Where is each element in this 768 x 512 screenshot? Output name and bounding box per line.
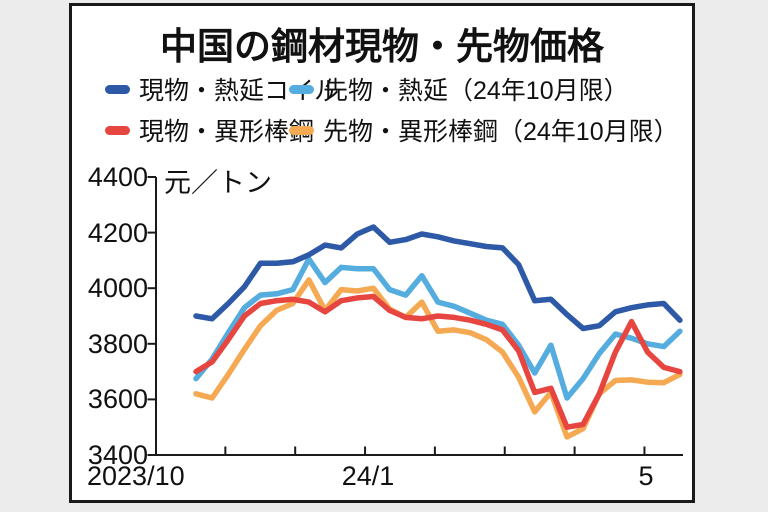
y-axis-label: 3400 [87, 440, 148, 470]
series-line-2 [193, 293, 683, 430]
legend-swatch-spot-rebar [105, 125, 130, 135]
legend-label-futures-rebar: 先物・異形棒鋼（24年10月限） [323, 118, 679, 146]
chart-card: 中国の鋼材現物・先物価格 現物・熱延コイル 先物・熱延（24年10月限） 現物・… [69, 3, 695, 503]
legend-label-spot-rebar: 現物・異形棒鋼 [139, 118, 315, 146]
legend-label-futures-hrc: 先物・熱延（24年10月限） [323, 77, 629, 105]
legend-swatch-futures-hrc [289, 84, 314, 94]
series-line-0 [193, 224, 683, 332]
legend-item-futures-rebar: 先物・異形棒鋼（24年10月限） [289, 112, 679, 148]
x-axis-label-5: 5 [638, 461, 654, 491]
y-axis-label: 4200 [87, 217, 148, 248]
series-line-1 [193, 256, 683, 401]
y-axis-label: 4000 [87, 273, 148, 304]
y-axis-unit-label: 元／トン [164, 168, 272, 198]
legend-swatch-spot-hrc [105, 84, 130, 94]
x-axis-label-24-1: 24/1 [341, 461, 395, 491]
y-axis-label: 3800 [87, 328, 148, 359]
legend-item-futures-hrc: 先物・熱延（24年10月限） [289, 71, 629, 107]
legend-row-1: 現物・熱延コイル 先物・熱延（24年10月限） [105, 73, 688, 105]
legend-row-2: 現物・異形棒鋼 先物・異形棒鋼（24年10月限） [105, 114, 688, 146]
legend-item-spot-rebar: 現物・異形棒鋼 [105, 112, 314, 148]
x-axis-label-2023-10: 2023/10 [87, 461, 185, 491]
legend-swatch-futures-rebar [289, 125, 314, 135]
y-axis-label: 3600 [87, 384, 148, 415]
y-axis-label: 4400 [87, 162, 148, 192]
chart-title: 中国の鋼材現物・先物価格 [160, 26, 604, 67]
